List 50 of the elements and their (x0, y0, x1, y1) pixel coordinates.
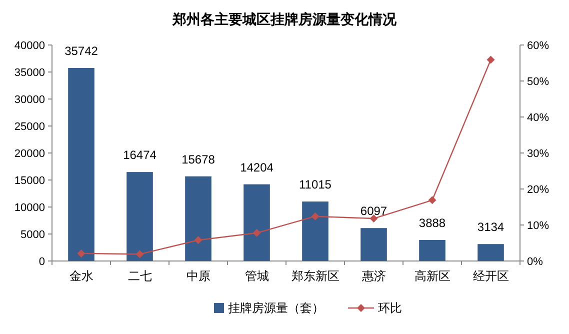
bar (302, 202, 328, 261)
data-label: 35742 (64, 44, 98, 58)
legend-label: 挂牌房源量（套） (228, 301, 324, 315)
x-tick-label: 高新区 (414, 269, 450, 283)
bar (185, 176, 212, 261)
x-tick-label: 二七 (128, 269, 152, 283)
bar (68, 68, 94, 261)
legend-label: 环比 (378, 301, 402, 315)
x-tick-label: 郑东新区 (291, 269, 340, 283)
y2-tick-label: 60% (527, 40, 550, 52)
bar (419, 240, 446, 261)
y-tick-label: 15000 (14, 175, 45, 187)
point (136, 250, 144, 258)
y-tick-label: 20000 (14, 148, 45, 160)
x-tick-label: 金水 (69, 269, 94, 283)
y-tick-label: 40000 (14, 40, 45, 52)
y-tick-label: 5000 (20, 229, 45, 241)
data-label: 3134 (477, 220, 504, 234)
data-label: 15678 (182, 152, 216, 166)
point (486, 56, 495, 64)
data-label: 11015 (299, 178, 332, 192)
x-tick-label: 经开区 (472, 269, 509, 283)
y2-tick-label: 40% (527, 112, 550, 124)
y-tick-label: 25000 (14, 121, 45, 133)
bar (360, 228, 387, 261)
y-tick-label: 30000 (14, 94, 45, 106)
data-label: 6097 (360, 204, 388, 218)
y-tick-label: 35000 (14, 67, 45, 79)
x-tick-label: 惠济 (360, 269, 386, 283)
point (77, 249, 86, 258)
y2-tick-label: 20% (527, 184, 550, 196)
y2-tick-label: 0% (527, 256, 544, 268)
bar (126, 172, 153, 261)
y2-tick-label: 10% (527, 220, 550, 232)
x-tick-label: 管城 (244, 269, 269, 283)
y2-tick-label: 30% (527, 148, 550, 160)
point (311, 212, 320, 220)
point (252, 228, 261, 237)
bar (244, 184, 270, 261)
point (428, 196, 436, 204)
data-label: 14204 (240, 160, 274, 174)
data-label: 3888 (418, 216, 446, 230)
y-tick-label: 0 (38, 256, 45, 268)
chart-title: 郑州各主要城区挂牌房源量变化情况 (172, 11, 398, 28)
data-label: 16474 (123, 148, 157, 162)
x-tick-label: 中原 (186, 269, 210, 283)
y-tick-label: 10000 (14, 202, 45, 214)
y2-tick-label: 50% (527, 76, 550, 88)
point (194, 236, 202, 244)
bar (478, 244, 504, 261)
